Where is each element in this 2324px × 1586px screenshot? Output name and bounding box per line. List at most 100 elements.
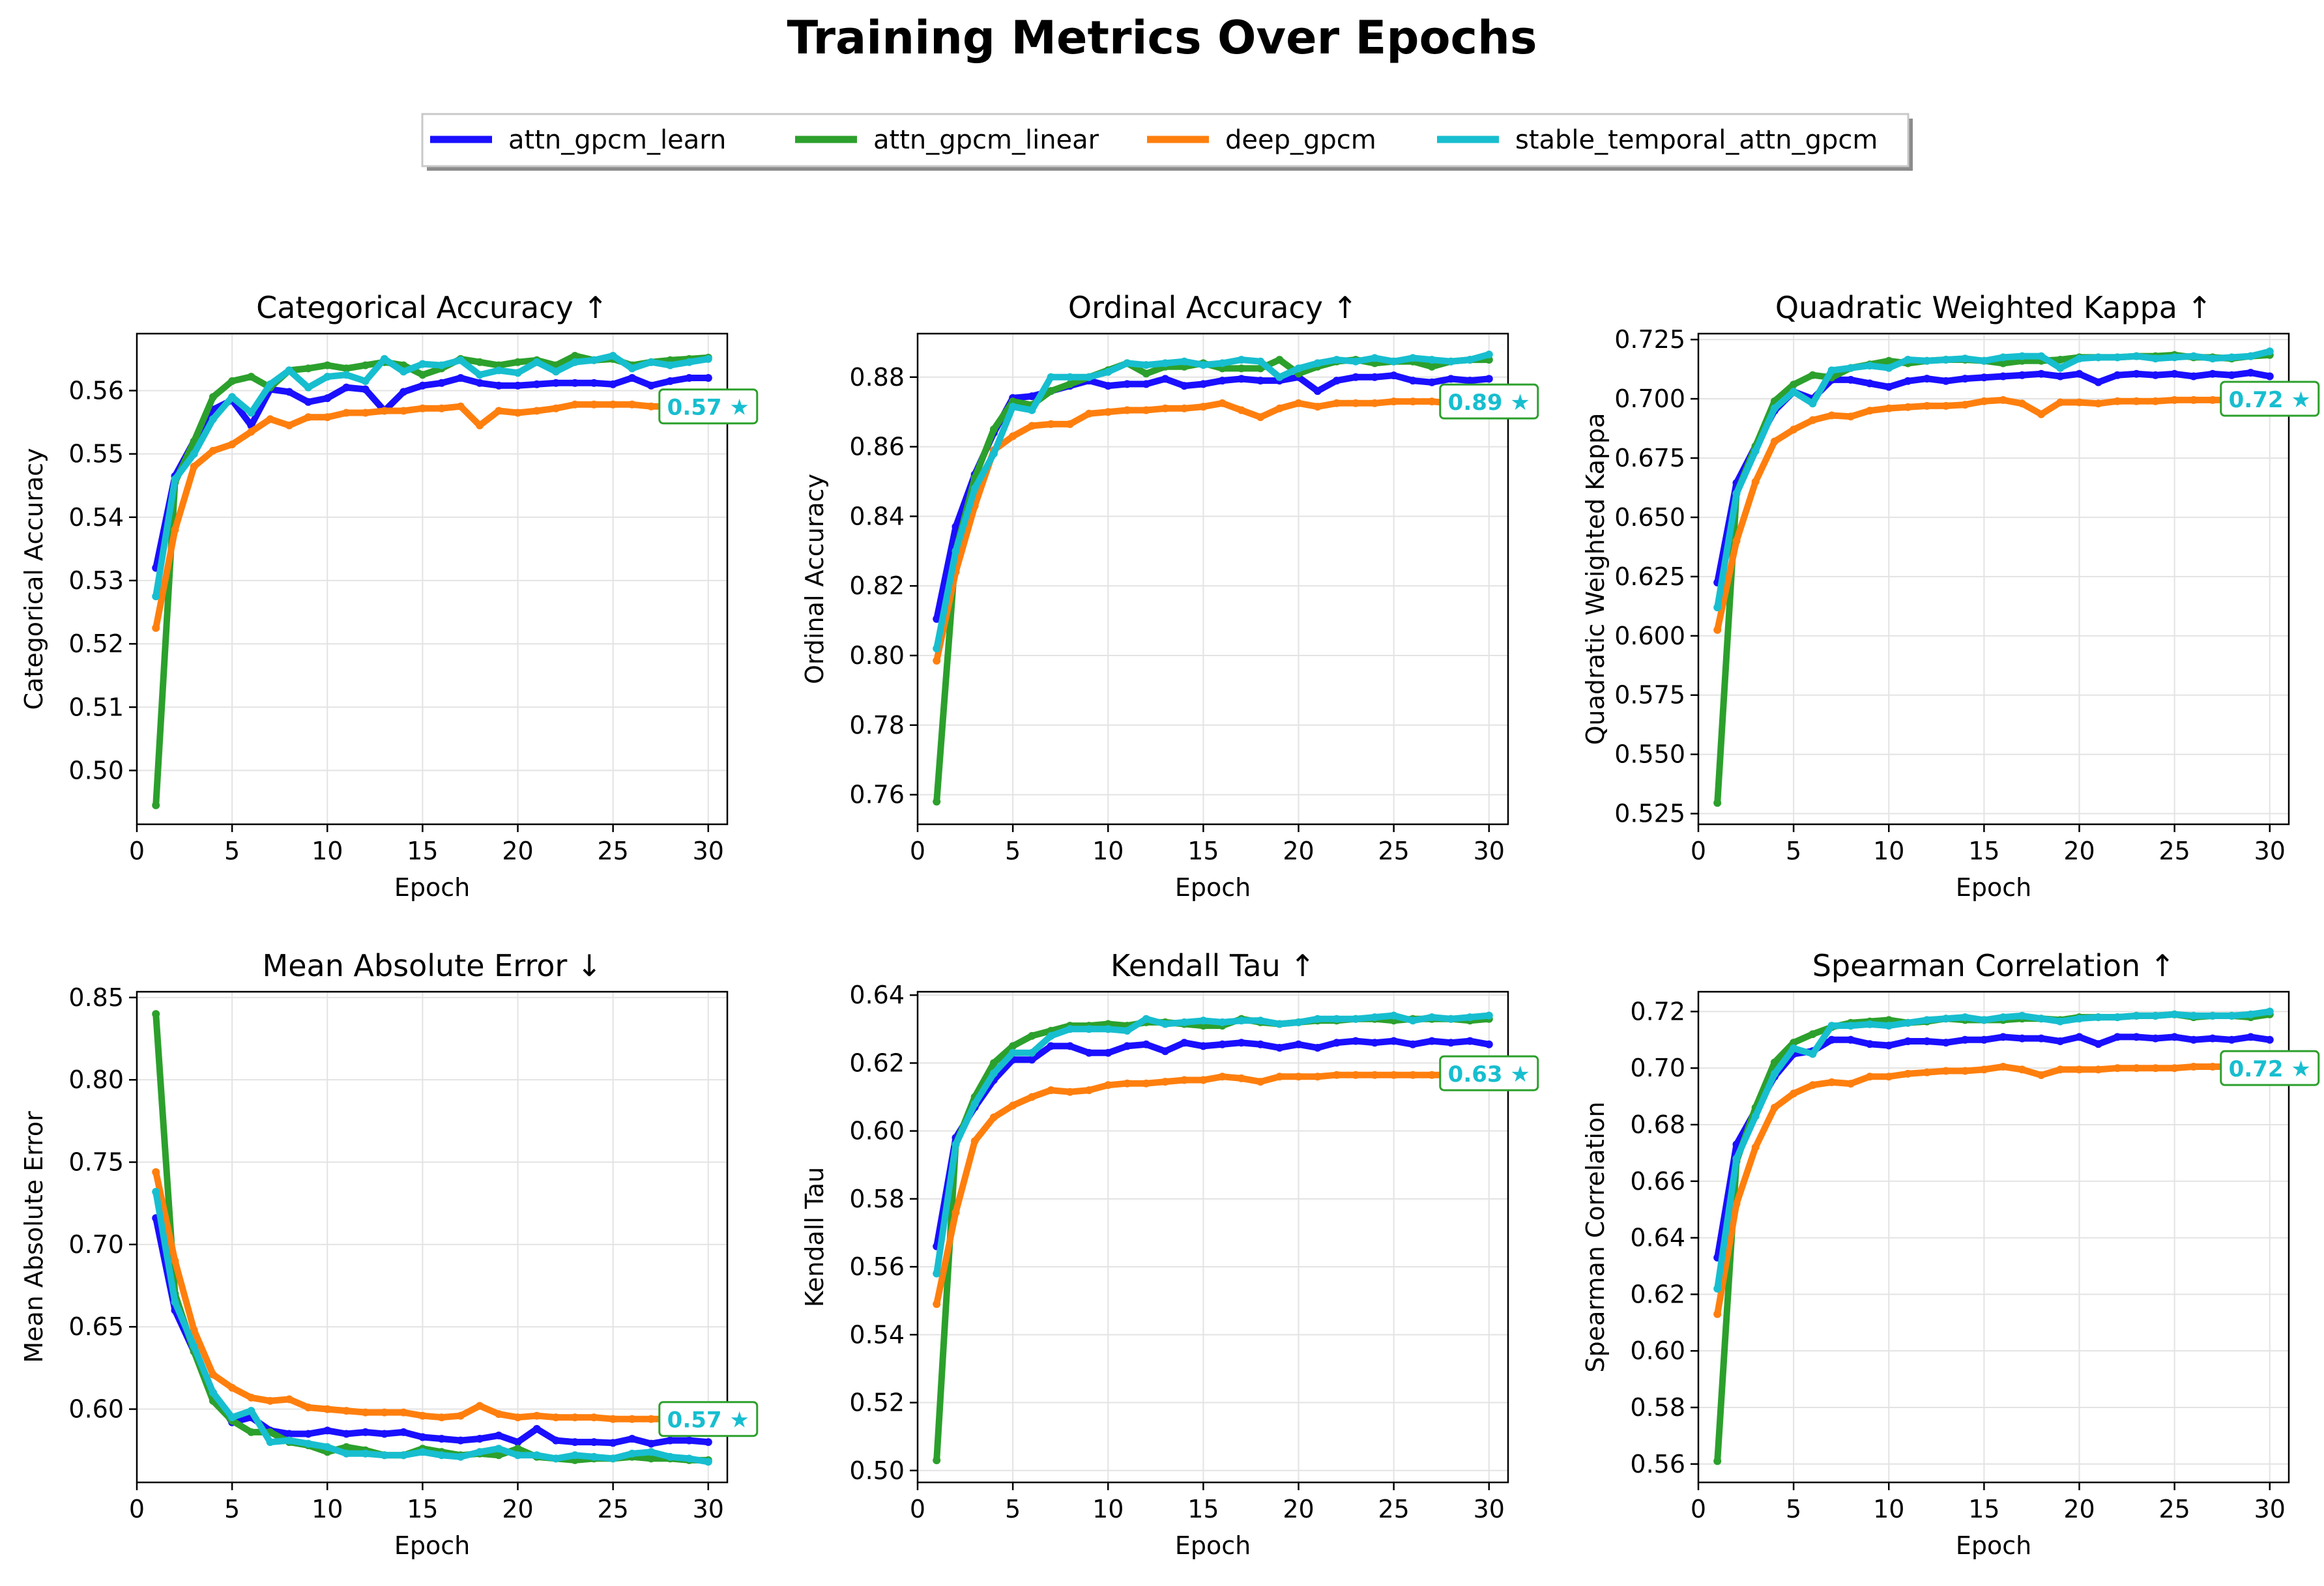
data-point [2170, 396, 2179, 404]
data-point [1180, 1039, 1189, 1047]
data-point [228, 1413, 237, 1422]
series-line [933, 1015, 1492, 1464]
data-point [2265, 1007, 2274, 1016]
data-point [1808, 1081, 1817, 1089]
data-point [285, 421, 293, 429]
data-point [342, 409, 351, 417]
data-point [1961, 401, 1969, 409]
data-point [476, 371, 484, 379]
data-point [2132, 1011, 2141, 1020]
legend-item-deep_gpcm: deep_gpcm [1147, 125, 1376, 155]
data-point [1028, 422, 1036, 430]
data-point [399, 1451, 408, 1460]
data-point [2189, 1035, 2198, 1044]
y-tick-label: 0.51 [68, 693, 124, 721]
data-point [437, 1435, 446, 1443]
x-tick-label: 15 [1968, 1495, 1999, 1523]
x-tick-label: 10 [1873, 837, 1904, 865]
data-point [1466, 356, 1474, 364]
data-point [1256, 1040, 1265, 1048]
data-point [1142, 361, 1150, 369]
y-tick-label: 0.60 [68, 1395, 124, 1424]
data-point [1218, 359, 1227, 368]
y-tick-label: 0.56 [849, 1252, 905, 1281]
data-point [228, 377, 237, 385]
series-line [1714, 348, 2273, 611]
y-tick-label: 0.66 [1630, 1167, 1685, 1196]
data-point [1142, 406, 1150, 414]
data-point [456, 402, 465, 411]
data-point [1827, 1022, 1836, 1030]
data-point [2209, 1063, 2217, 1071]
x-tick-label: 5 [1786, 837, 1801, 865]
data-point [266, 1396, 274, 1405]
data-point [1961, 1067, 1969, 1075]
data-point [1808, 416, 1817, 424]
y-tick-label: 0.85 [68, 983, 124, 1012]
data-point [209, 1389, 217, 1397]
data-point [609, 352, 617, 360]
y-tick-label: 0.54 [68, 503, 124, 532]
series-line [153, 1215, 712, 1447]
data-point [552, 368, 560, 376]
data-point [685, 358, 693, 366]
data-point [1770, 404, 1779, 412]
data-point [2018, 1011, 2026, 1020]
data-point [1237, 1039, 1245, 1047]
data-point [2265, 347, 2274, 356]
x-tick-label: 20 [2063, 1495, 2095, 1523]
data-point [1161, 375, 1169, 383]
data-point [1237, 356, 1245, 364]
data-point [323, 361, 332, 369]
data-point [1961, 375, 1969, 383]
data-point [989, 1059, 998, 1067]
data-point [1808, 399, 1817, 408]
data-point [2018, 352, 2026, 360]
data-point [1885, 364, 1893, 372]
data-point [418, 404, 427, 412]
series-deep_gpcm [1713, 395, 2274, 634]
data-point [1085, 1025, 1093, 1033]
data-point [2094, 1013, 2102, 1022]
data-point [1142, 369, 1150, 378]
data-point [1790, 381, 1798, 389]
data-point [2094, 1040, 2102, 1048]
data-point [628, 400, 636, 409]
y-tick-label: 0.56 [1630, 1450, 1685, 1478]
data-point [1199, 403, 1208, 411]
data-point [1713, 1310, 1722, 1318]
data-point [1180, 382, 1189, 390]
series-stable_temporal_attn_gpcm [1713, 347, 2274, 612]
data-point [1237, 1074, 1245, 1082]
data-point [1313, 387, 1322, 396]
data-point [2037, 1015, 2046, 1023]
data-point [514, 1445, 522, 1453]
data-point [704, 354, 712, 363]
data-point [1941, 401, 1950, 410]
best-annotation: 0.72 ★ [2220, 381, 2320, 417]
data-point [1047, 1042, 1055, 1050]
data-point [171, 475, 179, 483]
y-tick-label: 0.76 [849, 781, 905, 809]
data-point [1352, 1015, 1360, 1023]
data-point [2018, 1034, 2026, 1043]
series-line [1714, 369, 2273, 586]
panel-title: Ordinal Accuracy ↑ [1068, 290, 1358, 325]
data-point [1770, 437, 1779, 446]
y-tick-label: 0.54 [849, 1320, 905, 1349]
data-point [1466, 1013, 1474, 1022]
data-point [951, 1140, 960, 1149]
x-tick-label: 30 [2254, 1495, 2286, 1523]
data-point [1466, 1037, 1474, 1045]
legend-label: attn_gpcm_linear [873, 125, 1099, 155]
data-point [171, 1257, 179, 1265]
data-point [2228, 353, 2236, 362]
series-stable_temporal_attn_gpcm [933, 1011, 1493, 1278]
data-point [647, 402, 656, 411]
data-point [456, 1411, 465, 1420]
data-point [532, 1451, 541, 1460]
data-point [2246, 1033, 2255, 1041]
data-point [2037, 352, 2046, 360]
data-point [1961, 1035, 1969, 1044]
data-point [1275, 1073, 1284, 1081]
